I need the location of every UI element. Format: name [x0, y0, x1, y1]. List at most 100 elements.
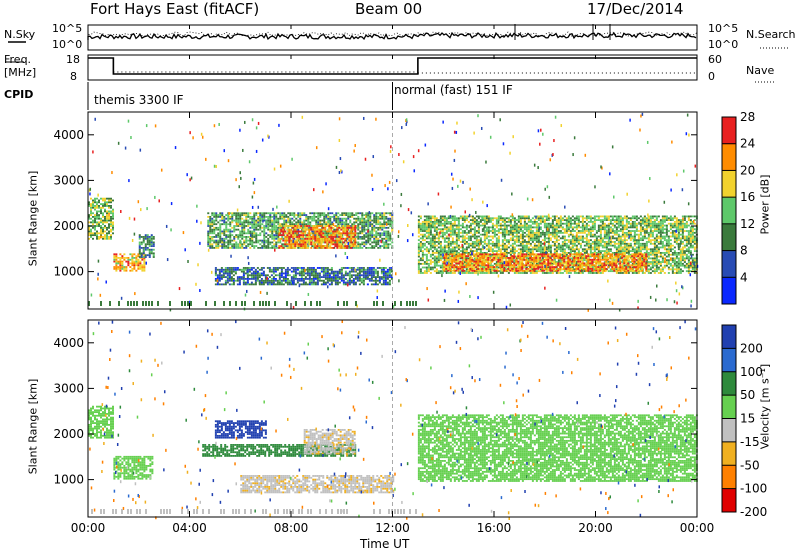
data-cell: [313, 219, 316, 222]
data-cell: [336, 276, 339, 278]
data-cell: [354, 230, 357, 233]
data-cell: [267, 212, 270, 215]
data-cell: [322, 279, 325, 282]
data-cell: [259, 232, 262, 235]
data-cell: [497, 241, 500, 243]
data-cell: [381, 223, 384, 226]
data-cell: [525, 251, 528, 254]
data-cell: [370, 276, 373, 278]
data-cell: [563, 270, 566, 273]
data-cell: [224, 276, 227, 278]
data-cell: [441, 262, 444, 265]
data-cell: [316, 277, 319, 280]
data-cell: [294, 270, 297, 273]
data-cell: [421, 224, 424, 227]
data-cell: [483, 266, 486, 269]
data-cell: [557, 235, 560, 238]
data-cell: [100, 225, 102, 227]
data-cell: [507, 272, 510, 274]
data-cell: [292, 279, 295, 282]
data-cell: [306, 267, 309, 269]
data-cell: [227, 223, 230, 226]
data-cell: [437, 261, 440, 263]
data-cell: [437, 255, 440, 258]
data-cell: [527, 241, 530, 243]
data-cell: [223, 221, 226, 224]
data-cell: [453, 255, 456, 258]
data-cell: [439, 259, 442, 262]
data-cell: [499, 231, 502, 234]
data-cell: [485, 230, 488, 232]
data-cell: [511, 246, 514, 249]
data-cell: [467, 215, 470, 218]
data-cell: [328, 268, 331, 271]
data-cell: [445, 226, 448, 229]
data-cell: [261, 245, 264, 247]
data-cell: [330, 236, 333, 238]
data-cell: [268, 283, 271, 286]
data-cell: [539, 251, 542, 254]
data-cell: [253, 236, 256, 238]
data-cell: [521, 224, 524, 227]
data-cell: [314, 225, 317, 227]
data-cell: [249, 237, 252, 240]
data-cell: [519, 272, 522, 274]
data-cell: [429, 248, 432, 251]
data-cell: [423, 233, 426, 236]
data-cell: [369, 225, 372, 227]
data-cell: [489, 250, 492, 252]
data-cell: [273, 225, 276, 227]
data-cell: [236, 279, 239, 282]
data-cell: [259, 243, 262, 246]
data-cell: [465, 217, 468, 220]
data-cell: [585, 226, 588, 229]
data-cell: [549, 272, 552, 274]
data-cell: [485, 235, 488, 238]
data-cell: [123, 258, 126, 261]
data-cell: [213, 226, 216, 229]
nsky-trace: [87, 31, 697, 41]
data-cell: [537, 250, 540, 252]
data-cell: [509, 228, 512, 231]
data-cell: [106, 217, 108, 220]
data-cell: [553, 231, 556, 234]
data-cell: [427, 235, 430, 238]
data-cell: [479, 233, 482, 236]
data-cell: [320, 237, 323, 240]
data-cell: [543, 222, 546, 225]
data-cell: [226, 277, 229, 280]
data-cell: [348, 281, 351, 284]
data-cell: [511, 251, 514, 254]
data-cell: [489, 226, 492, 229]
data-cell: [363, 217, 366, 220]
data-cell: [104, 221, 106, 224]
data-cell: [361, 232, 364, 235]
data-cell: [515, 228, 518, 231]
data-cell: [535, 228, 538, 231]
data-cell: [330, 268, 333, 271]
data-cell: [129, 269, 132, 272]
data-cell: [268, 268, 271, 271]
data-cell: [363, 225, 366, 227]
data-cell: [125, 257, 128, 259]
data-cell: [383, 219, 386, 222]
data-cell: [219, 241, 222, 244]
data-cell: [483, 231, 486, 234]
data-cell: [559, 220, 562, 223]
data-cell: [312, 228, 315, 231]
data-cell: [302, 267, 305, 269]
data-cell: [240, 268, 243, 271]
data-cell: [312, 241, 315, 244]
data-cell: [469, 253, 472, 256]
data-cell: [363, 228, 366, 231]
data-cell: [523, 226, 526, 229]
data-cell: [278, 228, 281, 231]
data-cell: [499, 219, 502, 221]
data-cell: [443, 222, 446, 225]
data-cell: [286, 268, 289, 271]
data-cell: [435, 220, 438, 223]
data-cell: [423, 230, 426, 232]
data-cell: [299, 223, 302, 226]
data-cell: [589, 233, 592, 236]
